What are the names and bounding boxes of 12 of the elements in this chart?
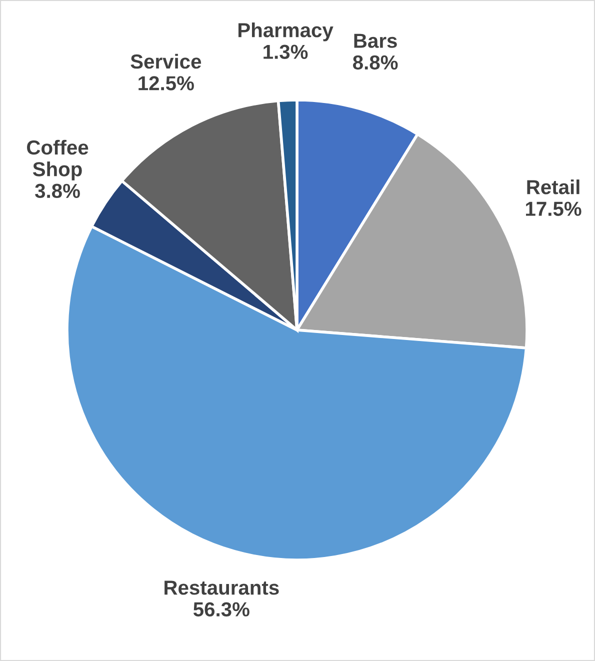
data-label: 56.3% — [193, 602, 250, 617]
slice-label: Bars — [354, 34, 397, 48]
slice-label: Pharmacy — [238, 22, 334, 42]
data-label: 12.5% — [138, 76, 194, 90]
slice-label: Coffee Shop — [27, 140, 88, 180]
data-label: 1.3% — [264, 44, 308, 60]
data-label: 3.8% — [35, 184, 80, 198]
slice-label: Service — [130, 54, 202, 69]
slice-label: Restaurants — [164, 580, 279, 595]
data-label: 8.8% — [353, 55, 398, 70]
data-label: 17.5% — [526, 202, 582, 216]
slice-label: Retail — [527, 179, 580, 194]
